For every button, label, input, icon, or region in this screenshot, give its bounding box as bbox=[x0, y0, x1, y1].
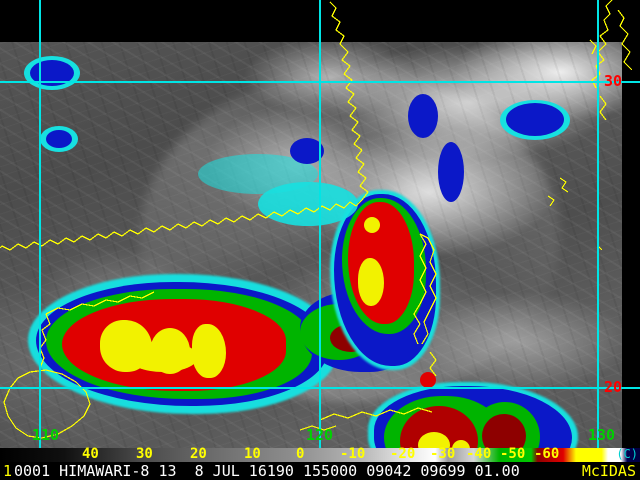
colorbar-tick-20: 20 bbox=[190, 446, 207, 462]
cold-top-blue-n-a bbox=[290, 138, 324, 164]
map-overlay bbox=[0, 0, 640, 448]
cold-top-yellow-ne-b bbox=[358, 258, 384, 306]
longitude-label-110e: 110 bbox=[32, 426, 60, 444]
colorbar-tick-10: 10 bbox=[244, 446, 261, 462]
infrared-imagery bbox=[0, 42, 622, 448]
cold-top-yellow-se-b bbox=[452, 440, 470, 448]
colorbar-tick-minus40: -40 bbox=[466, 446, 492, 462]
colorbar-tick-0: 0 bbox=[296, 446, 305, 462]
cold-top-yellow-se-a bbox=[418, 432, 450, 448]
temperature-colorbar[interactable]: 40 30 20 10 0 -10 -20 -30 -40 -50 -60 (C) bbox=[0, 446, 640, 462]
longitude-label-130e: 130 bbox=[588, 426, 616, 444]
cold-top-cyan-band-b bbox=[258, 182, 358, 226]
colorbar-tick-30: 30 bbox=[136, 446, 153, 462]
colorbar-gradient bbox=[0, 448, 640, 462]
latlon-gridlines bbox=[0, 0, 640, 448]
mcidas-brand-label: McIDAS bbox=[581, 462, 636, 480]
cold-top-blue-nw-b bbox=[46, 130, 72, 148]
cold-top-red-se-b bbox=[482, 414, 526, 448]
image-metadata-text: 0001 HIMAWARI-8 13 8 JUL 16190 155000 09… bbox=[14, 462, 520, 480]
satellite-image-canvas[interactable]: 30 20 110 120 130 bbox=[0, 0, 640, 448]
latitude-label-20n: 20 bbox=[604, 378, 623, 396]
frame-number-label: 1 bbox=[3, 462, 13, 480]
status-bar: 1 0001 HIMAWARI-8 13 8 JUL 16190 155000 … bbox=[0, 462, 640, 480]
colorbar-unit-label: (C) bbox=[616, 447, 638, 461]
colorbar-tick-minus10: -10 bbox=[340, 446, 366, 462]
cold-top-red-ne bbox=[348, 202, 414, 324]
cold-top-blue-n-b bbox=[408, 94, 438, 138]
colorbar-tick-minus50: -50 bbox=[500, 446, 526, 462]
cold-top-red-se-spot bbox=[420, 372, 436, 388]
colorbar-tick-minus30: -30 bbox=[430, 446, 456, 462]
cold-top-blue-ne-far bbox=[506, 103, 564, 136]
cold-top-yellow-sw-c bbox=[192, 324, 226, 378]
colorbar-tick-minus60: -60 bbox=[534, 446, 560, 462]
cold-top-yellow-sw-d bbox=[128, 342, 198, 372]
cold-top-yellow-ne-a bbox=[364, 217, 380, 233]
right-black-margin bbox=[622, 0, 640, 448]
latitude-label-30n: 30 bbox=[604, 72, 623, 90]
longitude-label-120e: 120 bbox=[306, 426, 334, 444]
coastlines bbox=[0, 0, 633, 439]
colorbar-tick-minus20: -20 bbox=[390, 446, 416, 462]
colorbar-tick-40: 40 bbox=[82, 446, 99, 462]
cold-top-blue-n-c bbox=[438, 142, 464, 202]
